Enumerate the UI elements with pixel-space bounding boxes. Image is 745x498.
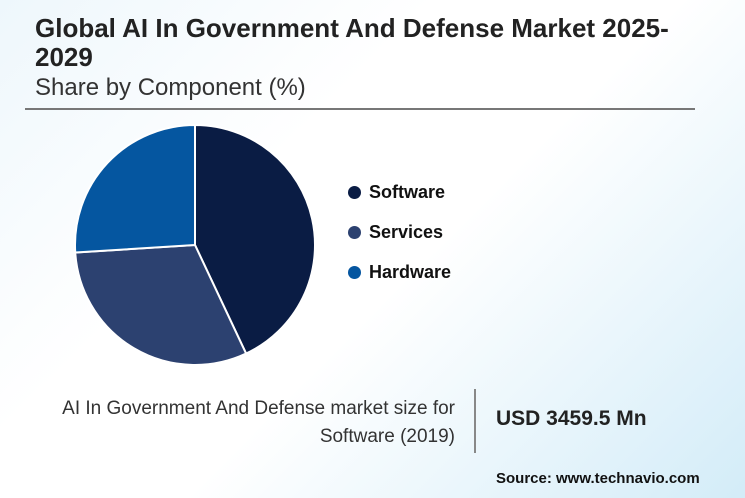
chart-subtitle: Share by Component (%): [35, 74, 306, 101]
legend-swatch: [348, 185, 361, 199]
legend: Software Services Hardware: [348, 172, 451, 292]
legend-label: Software: [369, 181, 446, 202]
market-size-value: USD 3459.5 Mn: [496, 407, 647, 430]
legend-swatch: [348, 225, 361, 239]
legend-item-software: Software: [348, 172, 451, 212]
legend-item-services: Services: [348, 212, 451, 252]
market-size-label: AI In Government And Defense market size…: [62, 395, 455, 451]
legend-label: Hardware: [369, 261, 452, 282]
market-size-label-line2: Software (2019): [319, 426, 455, 447]
legend-item-hardware: Hardware: [348, 252, 451, 292]
market-size-label-line1: AI In Government And Defense market size…: [62, 398, 455, 419]
vertical-divider: [474, 389, 476, 453]
pie-slice-software: [194, 123, 316, 355]
legend-label: Services: [369, 221, 444, 242]
pie-slice-services: [74, 243, 248, 366]
divider: [25, 108, 695, 110]
chart-title: Global AI In Government And Defense Mark…: [35, 13, 669, 72]
source-text: Source: www.technavio.com: [496, 470, 700, 487]
legend-swatch: [348, 265, 361, 279]
pie-slice-hardware: [74, 123, 196, 254]
